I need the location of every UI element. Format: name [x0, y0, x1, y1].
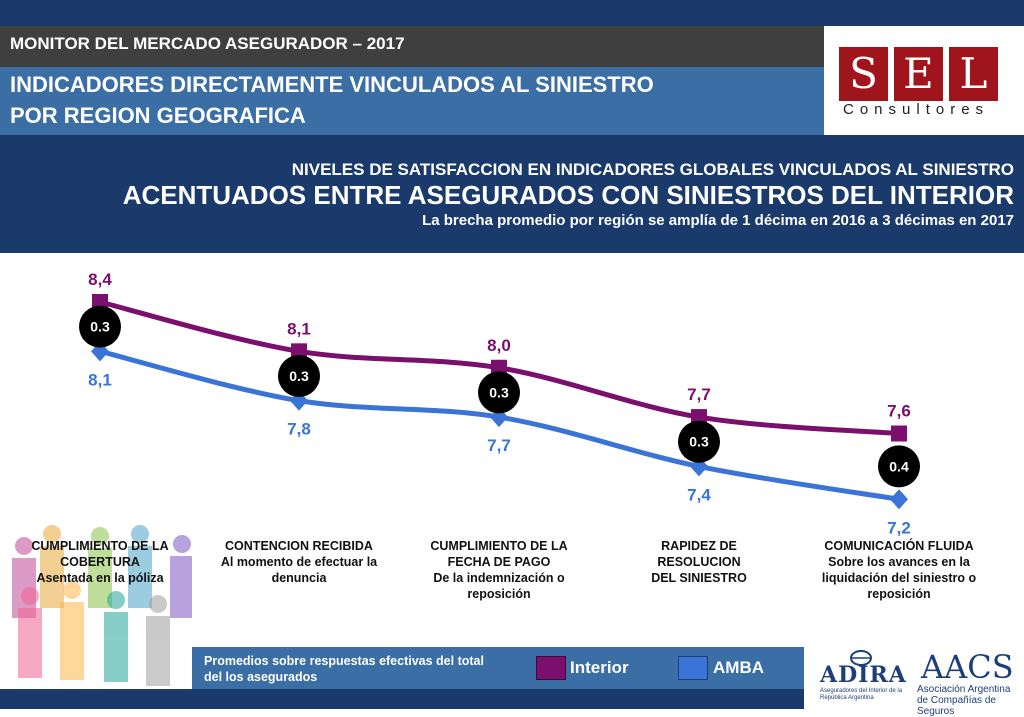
adira-logo: ADIRA	[820, 662, 907, 688]
data-label-amba: 7,4	[687, 485, 711, 504]
footer-note: Promedios sobre respuestas efectivas del…	[204, 654, 484, 684]
data-point-interior	[92, 294, 108, 310]
page-title-line-1: INDICADORES DIRECTAMENTE VINCULADOS AL S…	[10, 72, 654, 97]
people-illustration	[12, 525, 192, 686]
adira-logo-subtitle: Aseguradores del Interior de la Repúblic…	[820, 688, 903, 701]
subheader-headline: ACENTUADOS ENTRE ASEGURADOS CON SINIESTR…	[122, 180, 1014, 210]
data-label-interior: 8,4	[88, 270, 112, 289]
person-icon	[60, 581, 84, 680]
category-detail: De la indemnización o reposición	[433, 571, 565, 601]
category-detail: Sobre los avances en la liquidación del …	[821, 555, 977, 601]
adira-emblem-icon	[850, 650, 872, 666]
person-icon	[170, 535, 192, 618]
gap-badge-label: 0.3	[489, 384, 509, 400]
category-detail: Asentada en la póliza	[36, 571, 164, 585]
title-band	[0, 67, 824, 135]
legend-swatch-amba	[678, 656, 708, 680]
person-icon	[146, 595, 170, 686]
data-label-interior: 8,0	[487, 336, 511, 355]
legend-label-amba: AMBA	[713, 658, 764, 677]
gap-badge-label: 0.4	[889, 458, 909, 474]
category-title: RAPIDEZ DE RESOLUCION	[657, 539, 741, 569]
gap-badge	[278, 354, 320, 397]
sel-logo-letter-s: S	[839, 47, 888, 101]
person-icon	[18, 587, 42, 678]
legend-swatch-interior	[536, 656, 566, 680]
subheader-note: La brecha promedio por región se amplía …	[422, 212, 1014, 229]
data-point-interior	[891, 425, 907, 442]
data-label-amba: 7,2	[887, 518, 911, 537]
sel-logo-letter-l: L	[949, 47, 998, 101]
data-label-amba: 8,1	[88, 370, 112, 389]
category-title: CUMPLIMIENTO DE LA FECHA DE PAGO	[430, 539, 568, 569]
gap-badge-label: 0.3	[90, 319, 110, 335]
person-icon	[40, 525, 64, 608]
gap-badge	[79, 305, 121, 348]
category-title: CUMPLIMIENTO DE LA COBERTURA	[31, 539, 169, 569]
category-detail: Al momento de efectuar la denuncia	[220, 555, 378, 585]
category-label: COMUNICACIÓN FLUIDA Sobre los avances en …	[819, 538, 979, 602]
top-bar	[0, 0, 1024, 26]
category-title: CONTENCION RECIBIDA	[225, 539, 373, 553]
aacs-logo: AACS	[921, 648, 1014, 686]
gap-badge-label: 0.3	[689, 434, 709, 450]
aacs-logo-subtitle: Asociación Argentina de Compañías de Seg…	[917, 684, 1011, 717]
sel-logo-letter-e: E	[894, 47, 943, 101]
person-icon	[104, 591, 128, 682]
page-title-line-2: POR REGION GEOGRAFICA	[10, 103, 306, 128]
category-label: CONTENCION RECIBIDA Al momento de efectua…	[219, 538, 379, 586]
data-label-amba: 7,8	[287, 420, 311, 439]
monitor-title: MONITOR DEL MERCADO ASEGURADOR – 2017	[10, 34, 405, 53]
data-label-amba: 7,7	[487, 436, 511, 455]
bottom-bar	[0, 689, 804, 709]
data-point-interior	[491, 359, 507, 376]
sel-logo-subtitle: Consultores	[843, 101, 990, 118]
gap-badge	[678, 420, 720, 463]
gap-badge	[878, 445, 920, 488]
gap-badge	[478, 371, 520, 414]
data-label-interior: 7,7	[687, 385, 711, 404]
gap-badge-label: 0.3	[289, 368, 309, 384]
category-label: RAPIDEZ DE RESOLUCION DEL SINIESTRO	[619, 538, 779, 586]
category-label: CUMPLIMIENTO DE LA COBERTURA Asentada en …	[20, 538, 180, 586]
data-point-interior	[691, 409, 707, 426]
subheader-line-1: NIVELES DE SATISFACCION EN INDICADORES G…	[291, 160, 1014, 179]
category-detail: DEL SINIESTRO	[651, 571, 747, 585]
category-label: CUMPLIMIENTO DE LA FECHA DE PAGO De la in…	[419, 538, 579, 602]
subheader-band	[0, 135, 1024, 253]
data-label-interior: 7,6	[887, 402, 911, 421]
data-point-amba	[890, 489, 908, 510]
data-point-interior	[291, 343, 307, 360]
person-icon	[88, 527, 112, 608]
person-icon	[128, 525, 152, 608]
data-label-interior: 8,1	[287, 319, 311, 338]
legend-label-interior: Interior	[570, 658, 629, 677]
category-title: COMUNICACIÓN FLUIDA	[824, 539, 974, 553]
header-strip	[0, 26, 824, 67]
